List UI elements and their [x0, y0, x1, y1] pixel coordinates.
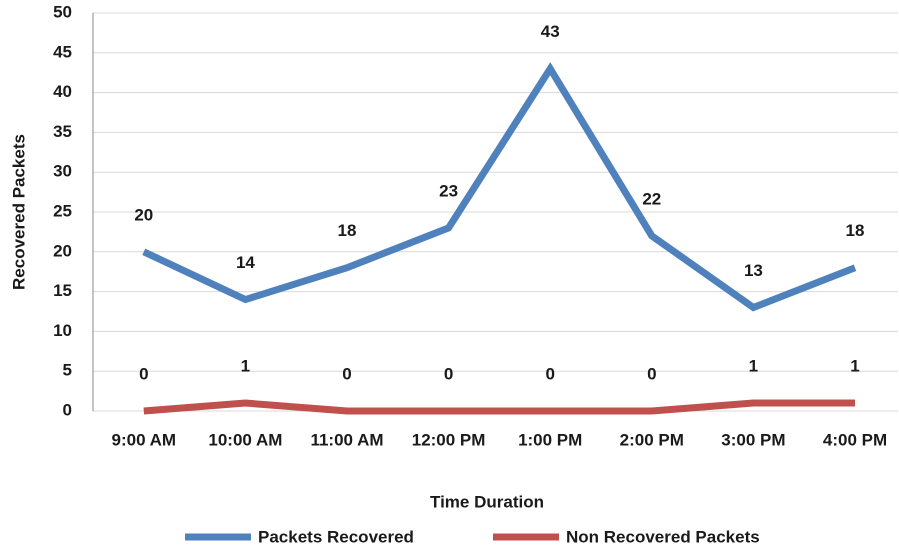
- data-label: 18: [846, 221, 865, 240]
- data-label: 1: [850, 357, 859, 376]
- legend-label: Packets Recovered: [258, 527, 414, 546]
- data-label: 23: [439, 181, 458, 200]
- data-label: 0: [444, 364, 453, 383]
- data-label: 43: [541, 22, 560, 41]
- y-tick-label: 0: [63, 400, 72, 419]
- y-tick-label: 30: [53, 162, 72, 181]
- data-label: 22: [642, 189, 661, 208]
- x-tick-label: 3:00 PM: [721, 430, 785, 449]
- x-tick-label: 12:00 PM: [412, 430, 486, 449]
- data-label: 1: [241, 357, 250, 376]
- y-tick-label: 10: [53, 321, 72, 340]
- x-tick-label: 1:00 PM: [518, 430, 582, 449]
- x-tick-label: 10:00 AM: [208, 430, 282, 449]
- data-label: 18: [338, 221, 357, 240]
- y-tick-label: 20: [53, 241, 72, 260]
- y-tick-label: 35: [53, 122, 72, 141]
- x-tick-label: 11:00 AM: [310, 430, 383, 449]
- series-line: [143, 399, 855, 415]
- y-tick-label: 15: [53, 281, 72, 300]
- x-tick-label: 4:00 PM: [823, 430, 887, 449]
- y-tick-label: 40: [53, 82, 72, 101]
- data-label: 20: [134, 205, 153, 224]
- data-label: 13: [744, 261, 763, 280]
- legend-label: Non Recovered Packets: [566, 527, 760, 546]
- series-line: [142, 62, 857, 312]
- data-label: 0: [545, 364, 554, 383]
- data-label: 14: [236, 253, 255, 272]
- y-tick-label: 50: [53, 2, 72, 21]
- y-tick-label: 5: [63, 361, 72, 380]
- data-label: 1: [749, 357, 758, 376]
- y-axis-title: Recovered Packets: [9, 134, 28, 290]
- data-label: 0: [342, 364, 351, 383]
- x-tick-label: 2:00 PM: [620, 430, 684, 449]
- data-label: 0: [139, 364, 148, 383]
- y-tick-label: 45: [53, 42, 72, 61]
- x-tick-label: 9:00 AM: [112, 430, 177, 449]
- y-tick-label: 25: [53, 201, 72, 220]
- data-label: 0: [647, 364, 656, 383]
- x-axis-title: Time Duration: [430, 492, 544, 511]
